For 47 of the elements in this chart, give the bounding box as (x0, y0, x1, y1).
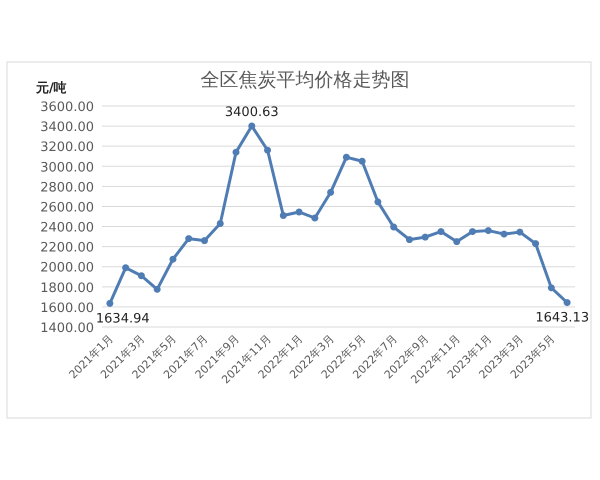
point (342, 154, 350, 161)
point (264, 146, 272, 154)
point (469, 228, 476, 236)
point (500, 230, 508, 238)
data-label: 3400.63 (224, 105, 279, 120)
y-axis-title: 元/吨 (35, 81, 67, 96)
y-tick-label: 3200.00 (40, 140, 94, 156)
y-tick-label: 2200.00 (40, 240, 94, 256)
point (358, 158, 366, 165)
y-tick-label: 1800.00 (40, 280, 94, 296)
data-label: 1634.94 (96, 311, 150, 326)
y-tick-label: 1400.00 (40, 321, 94, 336)
y-tick-label: 2800.00 (40, 180, 94, 196)
point (138, 272, 145, 280)
point (422, 234, 429, 241)
point (532, 240, 540, 248)
y-tick-label: 3000.00 (40, 160, 94, 176)
y-tick-label: 3400.00 (40, 120, 94, 136)
y-tick-label: 1600.00 (40, 300, 94, 316)
point (154, 286, 161, 293)
point (406, 236, 413, 244)
point (374, 198, 382, 206)
data-label: 1643.13 (535, 310, 590, 326)
point (280, 212, 287, 219)
point (232, 148, 240, 156)
point (311, 214, 318, 222)
point (122, 264, 130, 272)
point (216, 220, 224, 228)
y-tick-label: 3600.00 (40, 100, 94, 115)
y-tick-label: 2000.00 (40, 260, 94, 276)
point (200, 237, 208, 244)
point (327, 188, 334, 196)
point (296, 208, 303, 216)
point (106, 300, 114, 307)
point (248, 122, 256, 130)
point (453, 238, 460, 246)
point (185, 235, 192, 242)
point (548, 284, 555, 292)
point (169, 256, 176, 263)
point (564, 299, 571, 306)
chart-title: 全区焦炭平均价格走势图 (200, 69, 410, 91)
point (516, 228, 524, 236)
y-tick-label: 2400.00 (40, 220, 94, 236)
point (484, 227, 492, 234)
y-tick-label: 2600.00 (40, 200, 94, 216)
point (437, 228, 444, 236)
point (390, 224, 398, 231)
